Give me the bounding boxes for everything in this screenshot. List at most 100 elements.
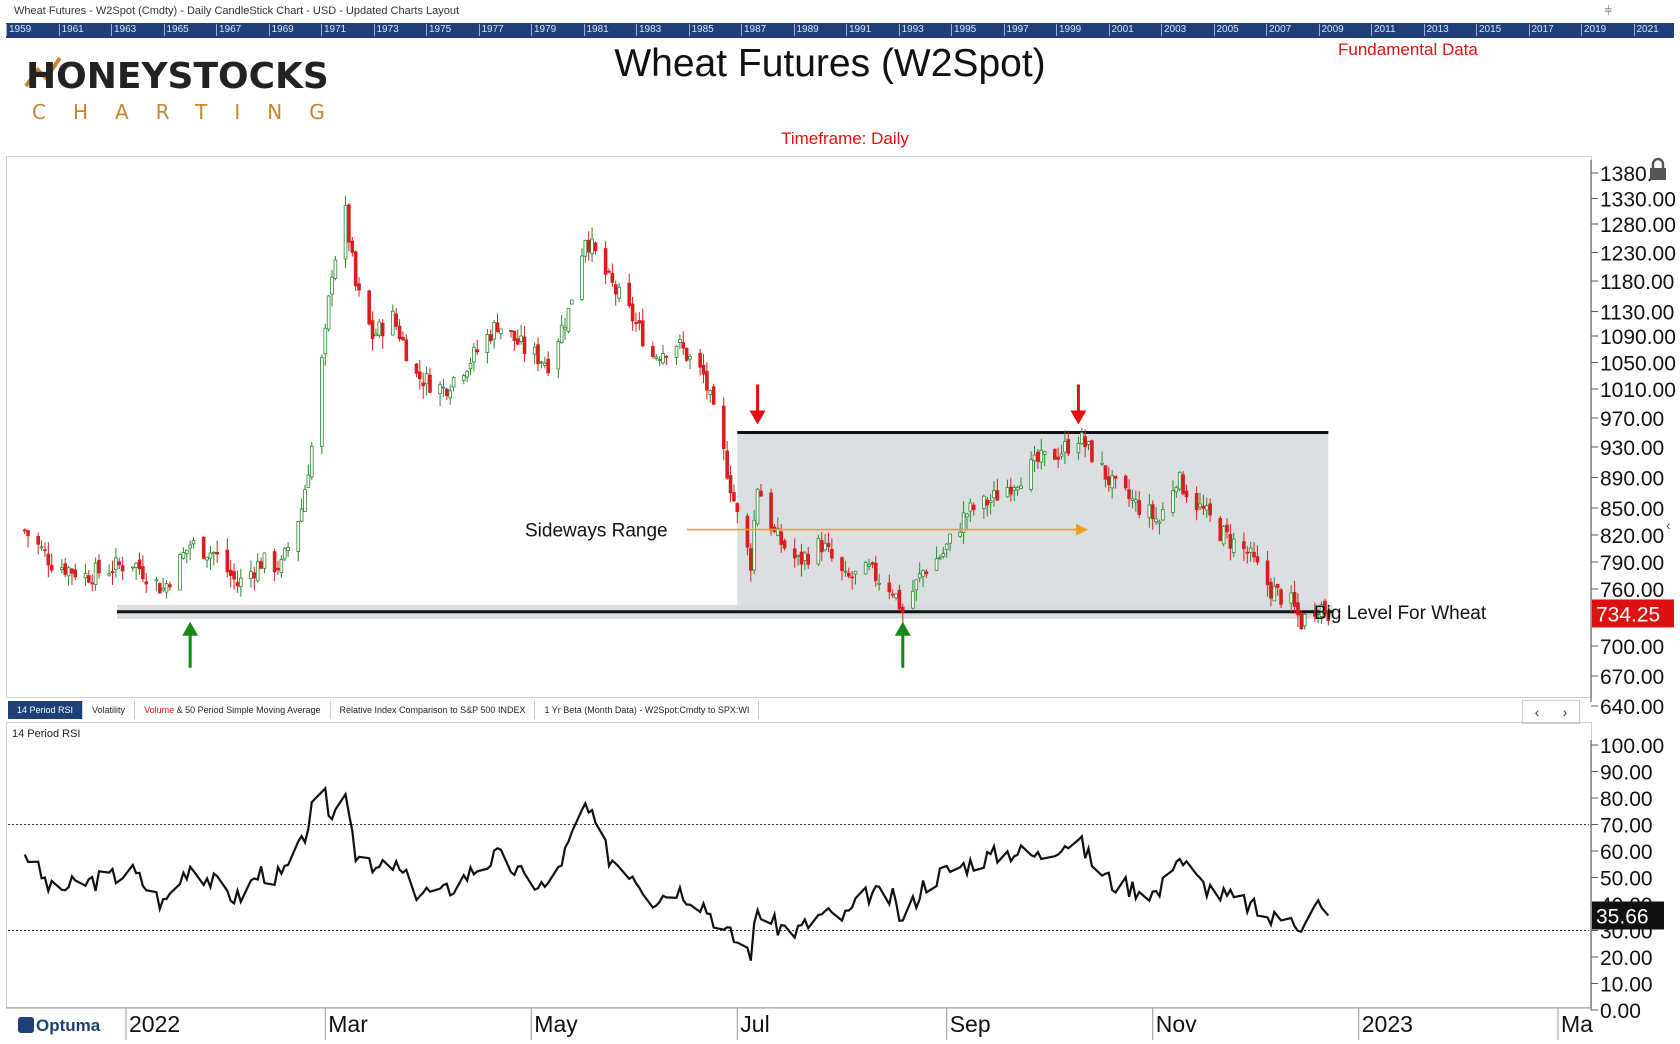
candle-body <box>1302 613 1307 627</box>
year-strip-label[interactable]: 1999 <box>1056 24 1081 36</box>
candle-body <box>853 570 858 575</box>
year-strip-label[interactable]: 2009 <box>1318 24 1344 36</box>
candle-body <box>1275 583 1280 588</box>
year-strip-label[interactable]: 1979 <box>531 24 556 36</box>
year-strip-label[interactable]: 1977 <box>478 24 504 36</box>
year-strip-label[interactable]: 1959 <box>6 24 31 36</box>
candle-body <box>610 272 615 283</box>
candle-body <box>428 374 432 393</box>
candle-body <box>134 562 138 568</box>
rsi-line <box>23 785 1330 961</box>
price-tick-label: 1280.00 <box>1600 214 1676 237</box>
year-strip-label[interactable]: 1993 <box>898 24 924 36</box>
year-strip-label[interactable]: 1967 <box>216 24 241 36</box>
candle-body <box>1292 591 1297 607</box>
candle-body <box>586 239 591 253</box>
candle-body <box>1316 612 1321 615</box>
candle-body <box>607 270 611 273</box>
time-tick-label: Nov <box>1156 1011 1197 1037</box>
candle-body <box>688 355 692 360</box>
year-strip-label[interactable]: 1985 <box>688 24 714 36</box>
candle-body <box>272 551 277 573</box>
year-strip-label[interactable]: 1961 <box>58 24 84 36</box>
year-strip-label[interactable]: 1975 <box>426 24 451 36</box>
collapse-chevron-icon[interactable]: ‹ <box>1666 517 1671 533</box>
year-strip-label[interactable]: 1987 <box>741 24 766 36</box>
price-tick-label: 760.00 <box>1600 579 1664 602</box>
year-strip-label[interactable]: 1995 <box>951 24 976 36</box>
candle-body <box>1103 465 1108 480</box>
candle-body <box>1326 610 1331 622</box>
price-tick-label: 790.00 <box>1600 552 1664 575</box>
candle-body <box>154 579 159 582</box>
tab-2[interactable]: Volume & 50 Period Simple Moving Average <box>135 701 331 719</box>
candle-body <box>323 327 328 355</box>
candle-body <box>299 508 304 522</box>
year-strip-label[interactable]: 1963 <box>111 24 136 36</box>
candle-body <box>168 584 172 588</box>
year-strip-label[interactable]: 1997 <box>1003 24 1029 36</box>
candle-body <box>1265 560 1270 586</box>
time-tick-label: 2023 <box>1362 1011 1413 1037</box>
annotation-sideways-range: Sideways Range <box>525 521 668 542</box>
year-strip-label[interactable]: 1989 <box>793 24 819 36</box>
candle-body <box>370 320 375 340</box>
year-strip-label[interactable]: 1991 <box>846 24 871 36</box>
candle-body <box>806 553 811 565</box>
chevron-left-icon[interactable]: ‹ <box>1534 704 1540 720</box>
candle-body <box>580 255 584 300</box>
candle-body <box>917 573 922 579</box>
year-strip-navigator[interactable]: 1959 1961 1963 1965 1967 1969 1971 1973 1975 1977… <box>6 23 1674 38</box>
lock-icon[interactable] <box>1650 157 1666 180</box>
tab-label-highlight: Volume <box>144 705 175 715</box>
candle-body <box>1029 459 1033 491</box>
tab-0[interactable]: 14 Period RSI <box>8 701 84 719</box>
year-strip-label[interactable]: 2013 <box>1423 24 1449 36</box>
candle-body <box>1036 451 1040 462</box>
pin-icon[interactable]: ⫩ <box>1604 3 1612 18</box>
candle-body <box>1012 487 1017 491</box>
fundamental-data-link[interactable]: Fundamental Data <box>1338 40 1478 59</box>
year-strip-label[interactable]: 1973 <box>373 24 399 36</box>
time-tick-label: Sep <box>950 1011 991 1037</box>
tab-label: 1 Yr Beta (Month Data) - W2Spot:Cmdty to… <box>544 705 750 715</box>
candle-body <box>1231 538 1236 554</box>
time-tick-label: Mar <box>328 1011 368 1037</box>
year-strip-label[interactable]: 1983 <box>636 24 661 36</box>
year-strip-label[interactable]: 2015 <box>1476 24 1501 36</box>
year-strip-label[interactable]: 2021 <box>1633 24 1659 36</box>
candle-body <box>559 324 564 343</box>
rsi-tick-label: 10.00 <box>1600 974 1653 997</box>
candle-body <box>465 370 469 378</box>
tab-3[interactable]: Relative Index Comparison to S&P 500 IND… <box>330 701 536 719</box>
candle-body <box>630 303 635 322</box>
year-strip-label[interactable]: 1965 <box>163 24 189 36</box>
candle-body <box>36 536 40 545</box>
candle-body <box>1015 486 1020 491</box>
price-tick-label: 1230.00 <box>1600 243 1676 266</box>
candle-body <box>992 490 996 499</box>
candle-body <box>921 570 925 577</box>
price-tick-label: 970.00 <box>1600 408 1664 431</box>
candle-body <box>914 579 919 591</box>
chevron-right-icon[interactable]: › <box>1562 704 1568 720</box>
year-strip-label[interactable]: 2017 <box>1528 24 1554 36</box>
candle-body <box>546 358 550 374</box>
year-strip-label[interactable]: 2007 <box>1266 24 1291 36</box>
year-strip-label[interactable]: 2005 <box>1213 24 1239 36</box>
year-strip-label[interactable]: 1981 <box>583 24 609 36</box>
candle-body <box>1299 613 1304 630</box>
window-titlebar: Wheat Futures - W2Spot (Cmdty) - Daily C… <box>0 0 1680 22</box>
tab-4[interactable]: 1 Yr Beta (Month Data) - W2Spot:Cmdty to… <box>535 701 760 719</box>
year-strip-label[interactable]: 2003 <box>1161 24 1186 36</box>
window-title: Wheat Futures - W2Spot (Cmdty) - Daily C… <box>14 5 460 17</box>
year-strip-label[interactable]: 1969 <box>268 24 294 36</box>
year-strip-label[interactable]: 2011 <box>1371 24 1396 36</box>
candle-body <box>208 552 213 559</box>
tab-1[interactable]: Volatility <box>83 701 136 719</box>
year-strip-label[interactable]: 2019 <box>1581 24 1606 36</box>
year-strip-label[interactable]: 1971 <box>321 24 346 36</box>
price-axis: 640.00 670.00 700.00 760.00 790.00 820.00 850.… <box>1590 160 1676 719</box>
year-strip-label[interactable]: 2001 <box>1108 24 1134 36</box>
